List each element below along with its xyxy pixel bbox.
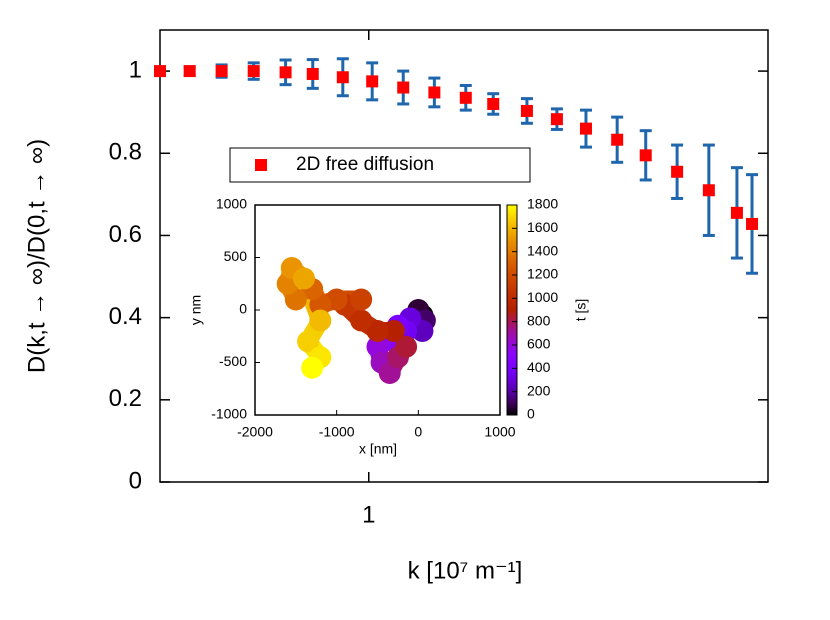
data-point: [520, 104, 533, 117]
trajectory-point: [301, 356, 324, 379]
colorbar: [506, 204, 518, 416]
inset-y-tick-label: -1000: [211, 406, 247, 422]
trajectory-point: [297, 330, 320, 353]
trajectory-point: [395, 335, 418, 358]
y-axis-label: D(k,t → ∞)/D(0,t → ∞): [23, 139, 50, 373]
inset-x-label: x [nm]: [359, 441, 397, 457]
legend-box: [229, 147, 531, 183]
x-tick-label: 1: [362, 501, 375, 528]
inset-x-tick-label: 0: [414, 424, 422, 440]
y-tick-label: 1: [129, 56, 142, 83]
trajectory: [276, 257, 436, 384]
y-tick-label: 0.2: [109, 385, 142, 412]
colorbar-tick-label: 600: [527, 336, 551, 352]
inset-y-tick-label: 0: [239, 301, 247, 317]
trajectory-point: [366, 320, 389, 342]
data-point: [702, 184, 715, 197]
colorbar-tick-label: 800: [527, 312, 551, 328]
data-point: [336, 71, 349, 84]
colorbar-tick-label: 1800: [527, 196, 558, 212]
trajectory-point: [350, 309, 373, 332]
colorbar-tick-label: 0: [527, 406, 535, 422]
data-point: [306, 67, 319, 80]
inset-y-tick-label: -500: [219, 353, 247, 369]
y-tick-label: 0: [129, 467, 142, 494]
colorbar-tick-label: 200: [527, 382, 551, 398]
data-point: [487, 97, 500, 110]
inset-x-tick-label: -2000: [237, 424, 273, 440]
inset-y-tick-label: 500: [224, 248, 248, 264]
y-tick-label: 0.6: [109, 221, 142, 248]
y-tick-label: 0.8: [109, 139, 142, 166]
colorbar-tick-label: 1000: [527, 289, 558, 305]
legend-marker: [255, 159, 267, 171]
trajectory-point: [293, 267, 315, 290]
data-point: [215, 65, 228, 78]
trajectory-point: [309, 309, 332, 332]
data-point: [579, 122, 592, 135]
colorbar-tick-label: 1200: [527, 266, 558, 282]
colorbar-tick-label: 1400: [527, 242, 558, 258]
data-point: [428, 86, 441, 99]
data-point: [459, 91, 472, 104]
data-point: [671, 165, 684, 178]
data-point: [746, 217, 759, 230]
y-tick-label: 0.4: [109, 303, 142, 330]
plot-frame: [159, 29, 769, 483]
legend-label: 2D free diffusion: [296, 154, 434, 175]
data-point: [730, 206, 743, 219]
data-point: [279, 66, 292, 79]
data-point: [397, 81, 410, 94]
data-point: [639, 149, 652, 162]
colorbar-tick-label: 1600: [527, 219, 558, 235]
data-point: [550, 113, 563, 126]
inset-x-tick-label: 1000: [484, 424, 515, 440]
x-axis-label: k [10⁷ m⁻¹]: [408, 557, 523, 584]
data-point: [611, 133, 624, 146]
colorbar-label: t [s]: [573, 299, 589, 322]
trajectory-point: [350, 288, 373, 311]
inset-y-label: y nm: [188, 295, 204, 325]
data-point: [247, 65, 260, 78]
inset-y-tick-label: 1000: [216, 196, 247, 212]
data-point: [154, 65, 166, 78]
data-point: [183, 65, 196, 78]
trajectory-point: [382, 320, 405, 342]
data-point: [366, 75, 379, 88]
inset-frame: [254, 204, 501, 416]
colorbar-tick-label: 400: [527, 359, 551, 375]
inset-x-tick-label: -1000: [319, 424, 355, 440]
